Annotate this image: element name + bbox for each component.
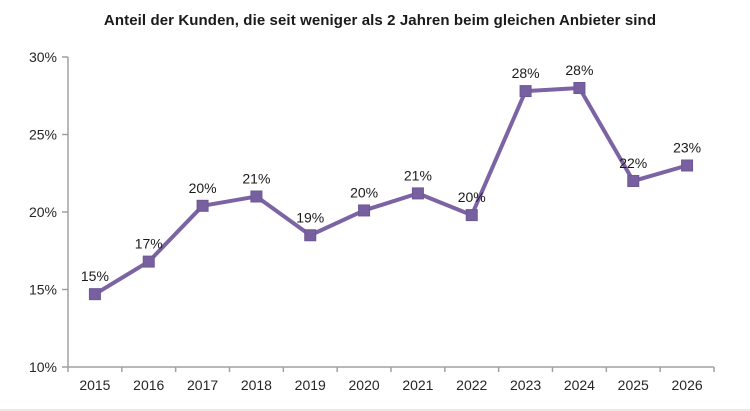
data-label: 19%: [296, 209, 324, 225]
data-point-marker: [411, 187, 424, 200]
data-label: 20%: [458, 189, 486, 205]
data-label: 17%: [135, 236, 163, 252]
data-point-marker: [88, 288, 101, 301]
data-point-marker: [358, 204, 371, 217]
x-axis-tick-label: 2021: [402, 377, 433, 393]
x-axis-tick-label: 2015: [79, 377, 110, 393]
x-axis-tick-label: 2020: [349, 377, 380, 393]
data-label: 15%: [81, 268, 109, 284]
x-axis-tick-label: 2025: [618, 377, 649, 393]
data-label: 28%: [565, 62, 593, 78]
data-label: 28%: [512, 65, 540, 81]
y-axis-tick-label: 10%: [29, 359, 57, 375]
data-label: 21%: [242, 171, 270, 187]
data-label: 23%: [673, 140, 701, 156]
data-point-marker: [519, 85, 532, 98]
data-point-marker: [465, 209, 478, 222]
data-label: 22%: [619, 155, 647, 171]
data-label: 21%: [404, 167, 432, 183]
data-point-marker: [142, 255, 155, 268]
data-label: 20%: [189, 180, 217, 196]
y-axis-tick-label: 25%: [29, 127, 57, 143]
y-axis-tick-label: 20%: [29, 204, 57, 220]
y-axis-tick-label: 30%: [29, 49, 57, 65]
line-series: [92, 86, 690, 297]
data-point-marker: [250, 190, 263, 203]
data-point-marker: [627, 175, 640, 187]
data-point-marker: [573, 82, 586, 94]
x-axis-tick-label: 2023: [510, 377, 541, 393]
x-axis-tick-label: 2017: [187, 377, 218, 393]
data-point-marker: [304, 229, 317, 242]
x-axis-tick-label: 2018: [241, 377, 272, 393]
data-label: 20%: [350, 184, 378, 200]
x-axis-tick-label: 2026: [672, 377, 703, 393]
data-point-marker: [196, 199, 209, 212]
chart-title: Anteil der Kunden, die seit weniger als …: [103, 12, 657, 29]
x-axis-tick-label: 2016: [133, 377, 164, 393]
y-axis-tick-label: 15%: [29, 282, 57, 298]
bottom-edge-line: [0, 409, 750, 411]
x-axis-tick-label: 2019: [295, 377, 326, 393]
x-axis-tick-label: 2022: [456, 377, 487, 393]
data-point-marker: [681, 159, 694, 172]
x-axis-tick-label: 2024: [564, 377, 595, 393]
